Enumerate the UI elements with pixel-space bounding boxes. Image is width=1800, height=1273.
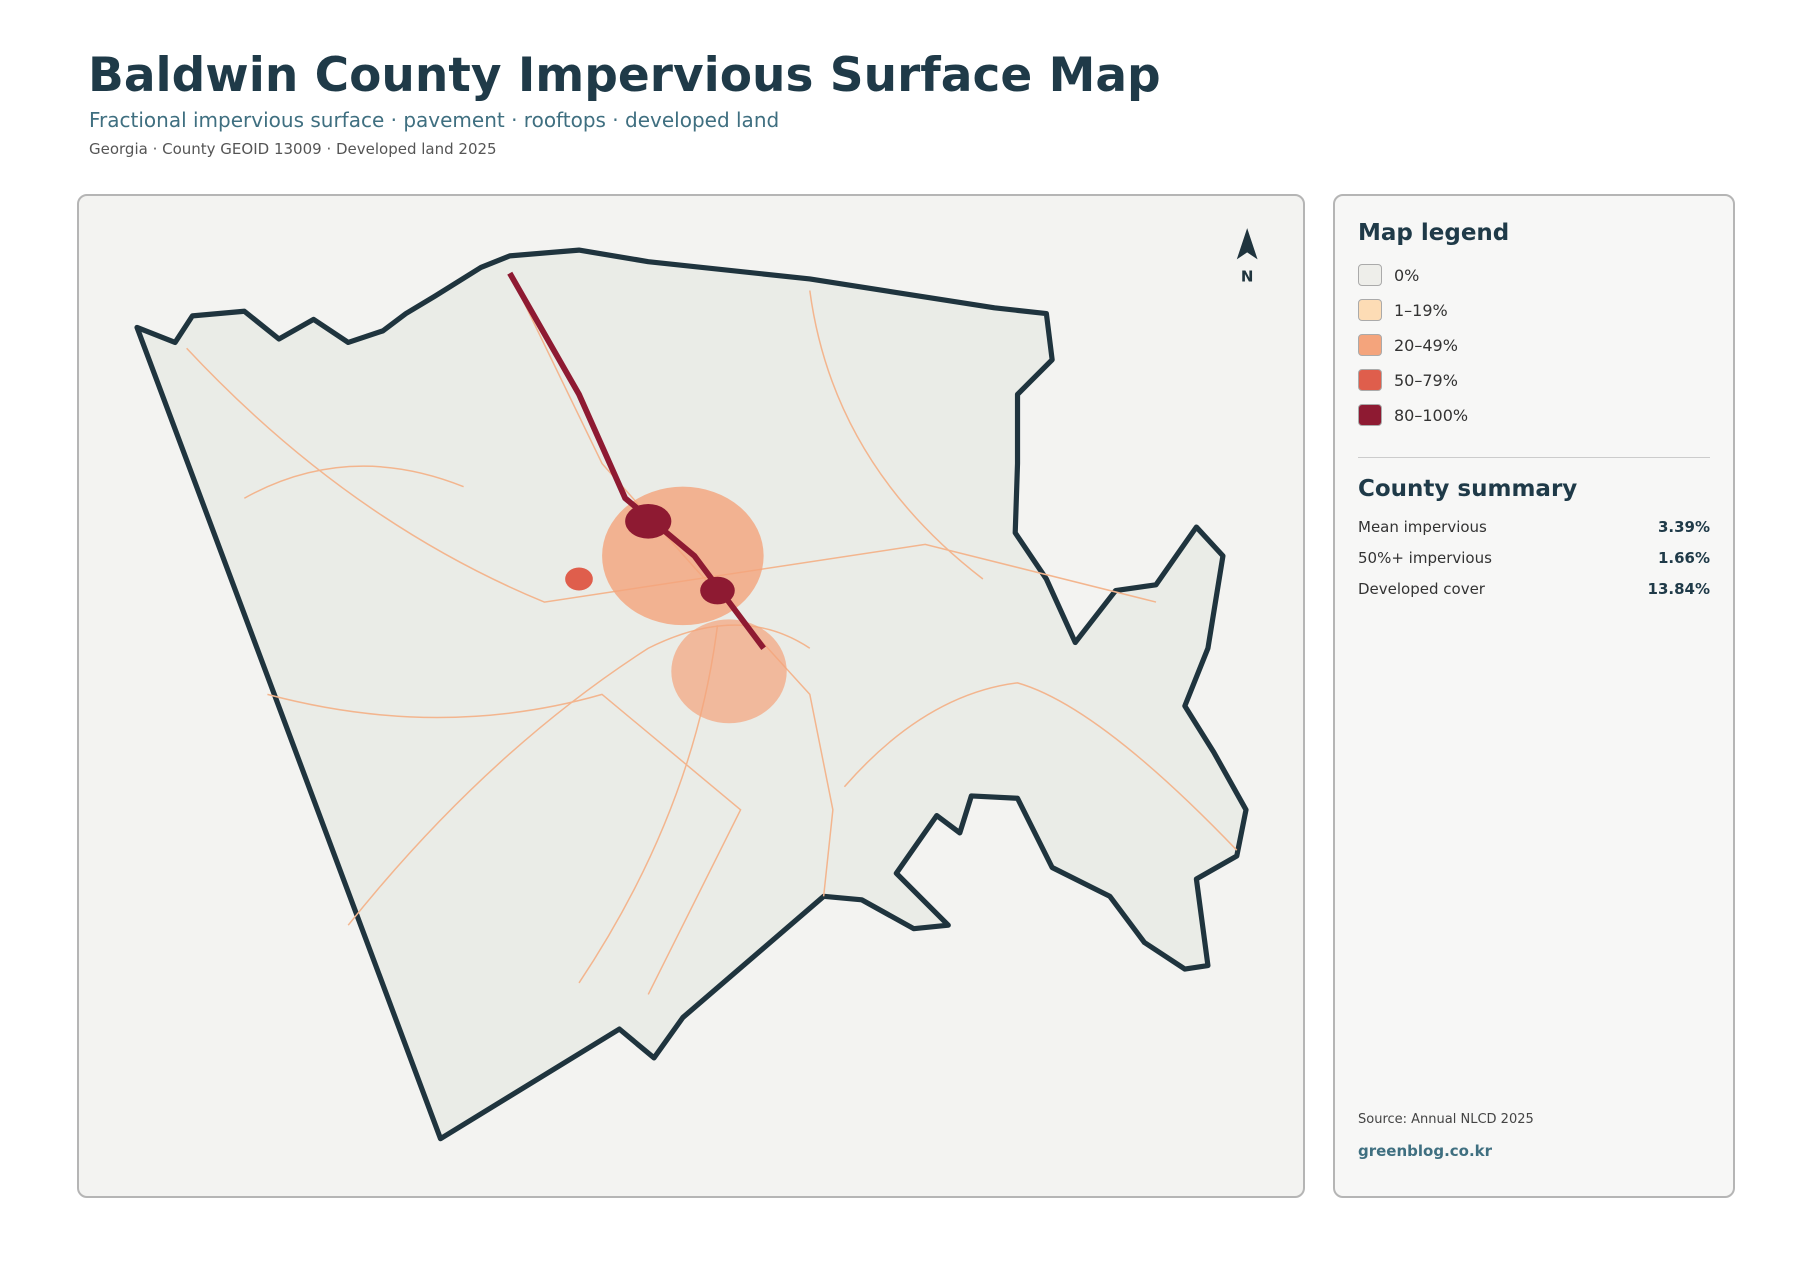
summary-row: 50%+ impervious 1.66% xyxy=(1358,549,1710,567)
divider xyxy=(1358,457,1710,458)
north-arrow xyxy=(1236,228,1258,260)
legend-item: 1–19% xyxy=(1358,297,1448,323)
legend-swatch xyxy=(1358,334,1382,356)
summary-value: 3.39% xyxy=(1657,518,1710,536)
summary-row: Developed cover 13.84% xyxy=(1358,580,1710,598)
legend-swatch xyxy=(1358,299,1382,321)
urban-area xyxy=(507,271,787,724)
summary-title: County summary xyxy=(1358,476,1578,502)
legend-label: 80–100% xyxy=(1394,405,1469,425)
legend-swatch xyxy=(1358,404,1382,426)
subtitle: Fractional impervious surface · pavement… xyxy=(89,108,780,132)
summary-row: Mean impervious 3.39% xyxy=(1358,518,1710,536)
legend-item: 0% xyxy=(1358,262,1419,288)
legend-swatch xyxy=(1358,369,1382,391)
summary-label: Mean impervious xyxy=(1358,518,1487,536)
summary-value: 13.84% xyxy=(1647,580,1710,598)
legend-swatch xyxy=(1358,264,1382,286)
meta: Georgia · County GEOID 13009 · Developed… xyxy=(89,140,497,158)
legend-title: Map legend xyxy=(1358,220,1510,246)
side-panel: Map legend 0% 1–19% 20–49% 50–79% 80–100% Co… xyxy=(1333,194,1735,1198)
legend-label: 20–49% xyxy=(1394,335,1458,355)
map: N xyxy=(134,228,1258,1142)
source: Source: Annual NLCD 2025 xyxy=(1358,1112,1534,1127)
site: greenblog.co.kr xyxy=(1358,1142,1493,1160)
north-label: N xyxy=(1241,267,1254,285)
legend-item: 20–49% xyxy=(1358,332,1458,358)
map-panel: N xyxy=(77,194,1305,1198)
legend-item: 80–100% xyxy=(1358,402,1468,428)
summary-value: 1.66% xyxy=(1657,549,1710,567)
summary-label: Developed cover xyxy=(1358,580,1485,598)
summary-label: 50%+ impervious xyxy=(1358,549,1492,567)
legend-label: 1–19% xyxy=(1394,300,1448,320)
legend-item: 50–79% xyxy=(1358,367,1458,393)
title: Baldwin County Impervious Surface Map xyxy=(88,48,1161,103)
legend-label: 50–79% xyxy=(1394,370,1458,390)
legend-label: 0% xyxy=(1394,265,1420,285)
